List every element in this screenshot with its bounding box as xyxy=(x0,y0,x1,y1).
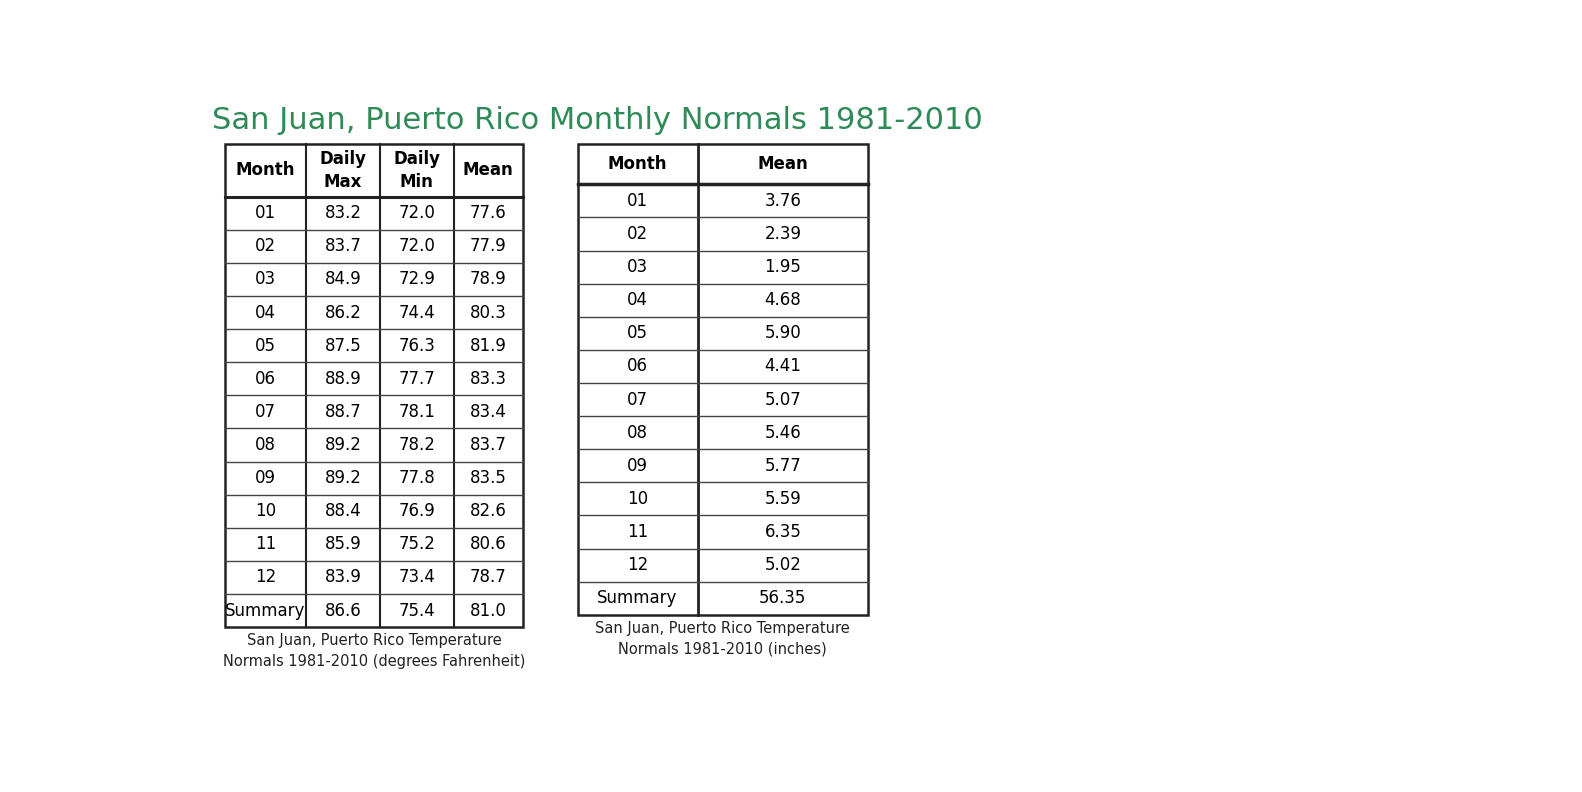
Text: 04: 04 xyxy=(626,291,649,309)
Text: 86.2: 86.2 xyxy=(324,303,362,322)
Text: 07: 07 xyxy=(626,390,649,409)
Text: 88.7: 88.7 xyxy=(324,403,361,421)
Text: 83.7: 83.7 xyxy=(470,436,506,454)
Text: 74.4: 74.4 xyxy=(399,303,435,322)
Text: 09: 09 xyxy=(255,469,277,487)
Text: 76.3: 76.3 xyxy=(399,337,435,355)
Text: 83.4: 83.4 xyxy=(470,403,506,421)
Text: 88.4: 88.4 xyxy=(324,502,361,520)
Text: 78.2: 78.2 xyxy=(399,436,435,454)
Text: 04: 04 xyxy=(255,303,277,322)
Text: 82.6: 82.6 xyxy=(470,502,506,520)
Text: Month: Month xyxy=(607,155,668,173)
Text: 12: 12 xyxy=(255,569,277,586)
Text: 4.41: 4.41 xyxy=(764,357,802,375)
Text: 5.59: 5.59 xyxy=(764,490,800,508)
Text: 06: 06 xyxy=(255,370,277,388)
Text: 78.7: 78.7 xyxy=(470,569,506,586)
Text: 5.90: 5.90 xyxy=(764,325,800,342)
Bar xyxy=(577,144,869,615)
Text: 09: 09 xyxy=(626,457,649,474)
Text: 89.2: 89.2 xyxy=(324,436,362,454)
Text: 83.9: 83.9 xyxy=(324,569,362,586)
Text: San Juan, Puerto Rico Temperature
Normals 1981-2010 (inches): San Juan, Puerto Rico Temperature Normal… xyxy=(595,621,850,657)
Text: 81.9: 81.9 xyxy=(470,337,506,355)
Text: 02: 02 xyxy=(626,225,649,243)
Text: 72.9: 72.9 xyxy=(399,270,435,288)
Text: 6.35: 6.35 xyxy=(764,523,802,541)
Text: Month: Month xyxy=(236,162,296,180)
Text: 4.68: 4.68 xyxy=(764,291,800,309)
Text: 81.0: 81.0 xyxy=(470,602,506,619)
Text: 75.2: 75.2 xyxy=(399,535,435,554)
Text: 83.5: 83.5 xyxy=(470,469,506,487)
Text: 2.39: 2.39 xyxy=(764,225,802,243)
Text: 05: 05 xyxy=(255,337,277,355)
Text: 11: 11 xyxy=(255,535,277,554)
Text: Mean: Mean xyxy=(464,162,514,180)
Text: San Juan, Puerto Rico Monthly Normals 1981-2010: San Juan, Puerto Rico Monthly Normals 19… xyxy=(212,106,982,135)
Text: 85.9: 85.9 xyxy=(324,535,361,554)
Text: 5.77: 5.77 xyxy=(764,457,800,474)
Text: Summary: Summary xyxy=(225,602,305,619)
Text: 86.6: 86.6 xyxy=(324,602,361,619)
Text: 83.7: 83.7 xyxy=(324,238,362,255)
Text: 03: 03 xyxy=(626,258,649,276)
Text: 5.07: 5.07 xyxy=(764,390,800,409)
Text: 06: 06 xyxy=(626,357,649,375)
Text: 12: 12 xyxy=(626,556,649,574)
Text: 77.8: 77.8 xyxy=(399,469,435,487)
Text: 01: 01 xyxy=(255,204,277,223)
Text: 80.3: 80.3 xyxy=(470,303,506,322)
Text: 80.6: 80.6 xyxy=(470,535,506,554)
Text: 84.9: 84.9 xyxy=(324,270,361,288)
Text: Daily
Min: Daily Min xyxy=(394,150,440,191)
Text: 5.46: 5.46 xyxy=(764,424,800,442)
Text: 02: 02 xyxy=(255,238,277,255)
Text: 5.02: 5.02 xyxy=(764,556,802,574)
Text: 75.4: 75.4 xyxy=(399,602,435,619)
Text: Summary: Summary xyxy=(598,589,677,607)
Text: 10: 10 xyxy=(626,490,649,508)
Text: 11: 11 xyxy=(626,523,649,541)
Text: 83.3: 83.3 xyxy=(470,370,506,388)
Text: 76.9: 76.9 xyxy=(399,502,435,520)
Text: 72.0: 72.0 xyxy=(399,204,435,223)
Text: 03: 03 xyxy=(255,270,277,288)
Text: 77.6: 77.6 xyxy=(470,204,506,223)
Text: 77.7: 77.7 xyxy=(399,370,435,388)
Text: 01: 01 xyxy=(626,192,649,210)
Text: 10: 10 xyxy=(255,502,277,520)
Text: 89.2: 89.2 xyxy=(324,469,362,487)
Text: 77.9: 77.9 xyxy=(470,238,506,255)
Text: 73.4: 73.4 xyxy=(399,569,435,586)
Text: 78.9: 78.9 xyxy=(470,270,506,288)
Bar xyxy=(225,144,524,627)
Text: 56.35: 56.35 xyxy=(759,589,807,607)
Text: 05: 05 xyxy=(626,325,649,342)
Text: 07: 07 xyxy=(255,403,277,421)
Text: San Juan, Puerto Rico Temperature
Normals 1981-2010 (degrees Fahrenheit): San Juan, Puerto Rico Temperature Normal… xyxy=(223,634,525,669)
Text: 72.0: 72.0 xyxy=(399,238,435,255)
Text: Daily
Max: Daily Max xyxy=(320,150,367,191)
Text: 83.2: 83.2 xyxy=(324,204,362,223)
Text: 88.9: 88.9 xyxy=(324,370,361,388)
Text: 1.95: 1.95 xyxy=(764,258,802,276)
Text: 78.1: 78.1 xyxy=(399,403,435,421)
Text: 08: 08 xyxy=(626,424,649,442)
Text: 87.5: 87.5 xyxy=(324,337,361,355)
Text: 3.76: 3.76 xyxy=(764,192,802,210)
Text: 08: 08 xyxy=(255,436,277,454)
Text: Mean: Mean xyxy=(758,155,808,173)
